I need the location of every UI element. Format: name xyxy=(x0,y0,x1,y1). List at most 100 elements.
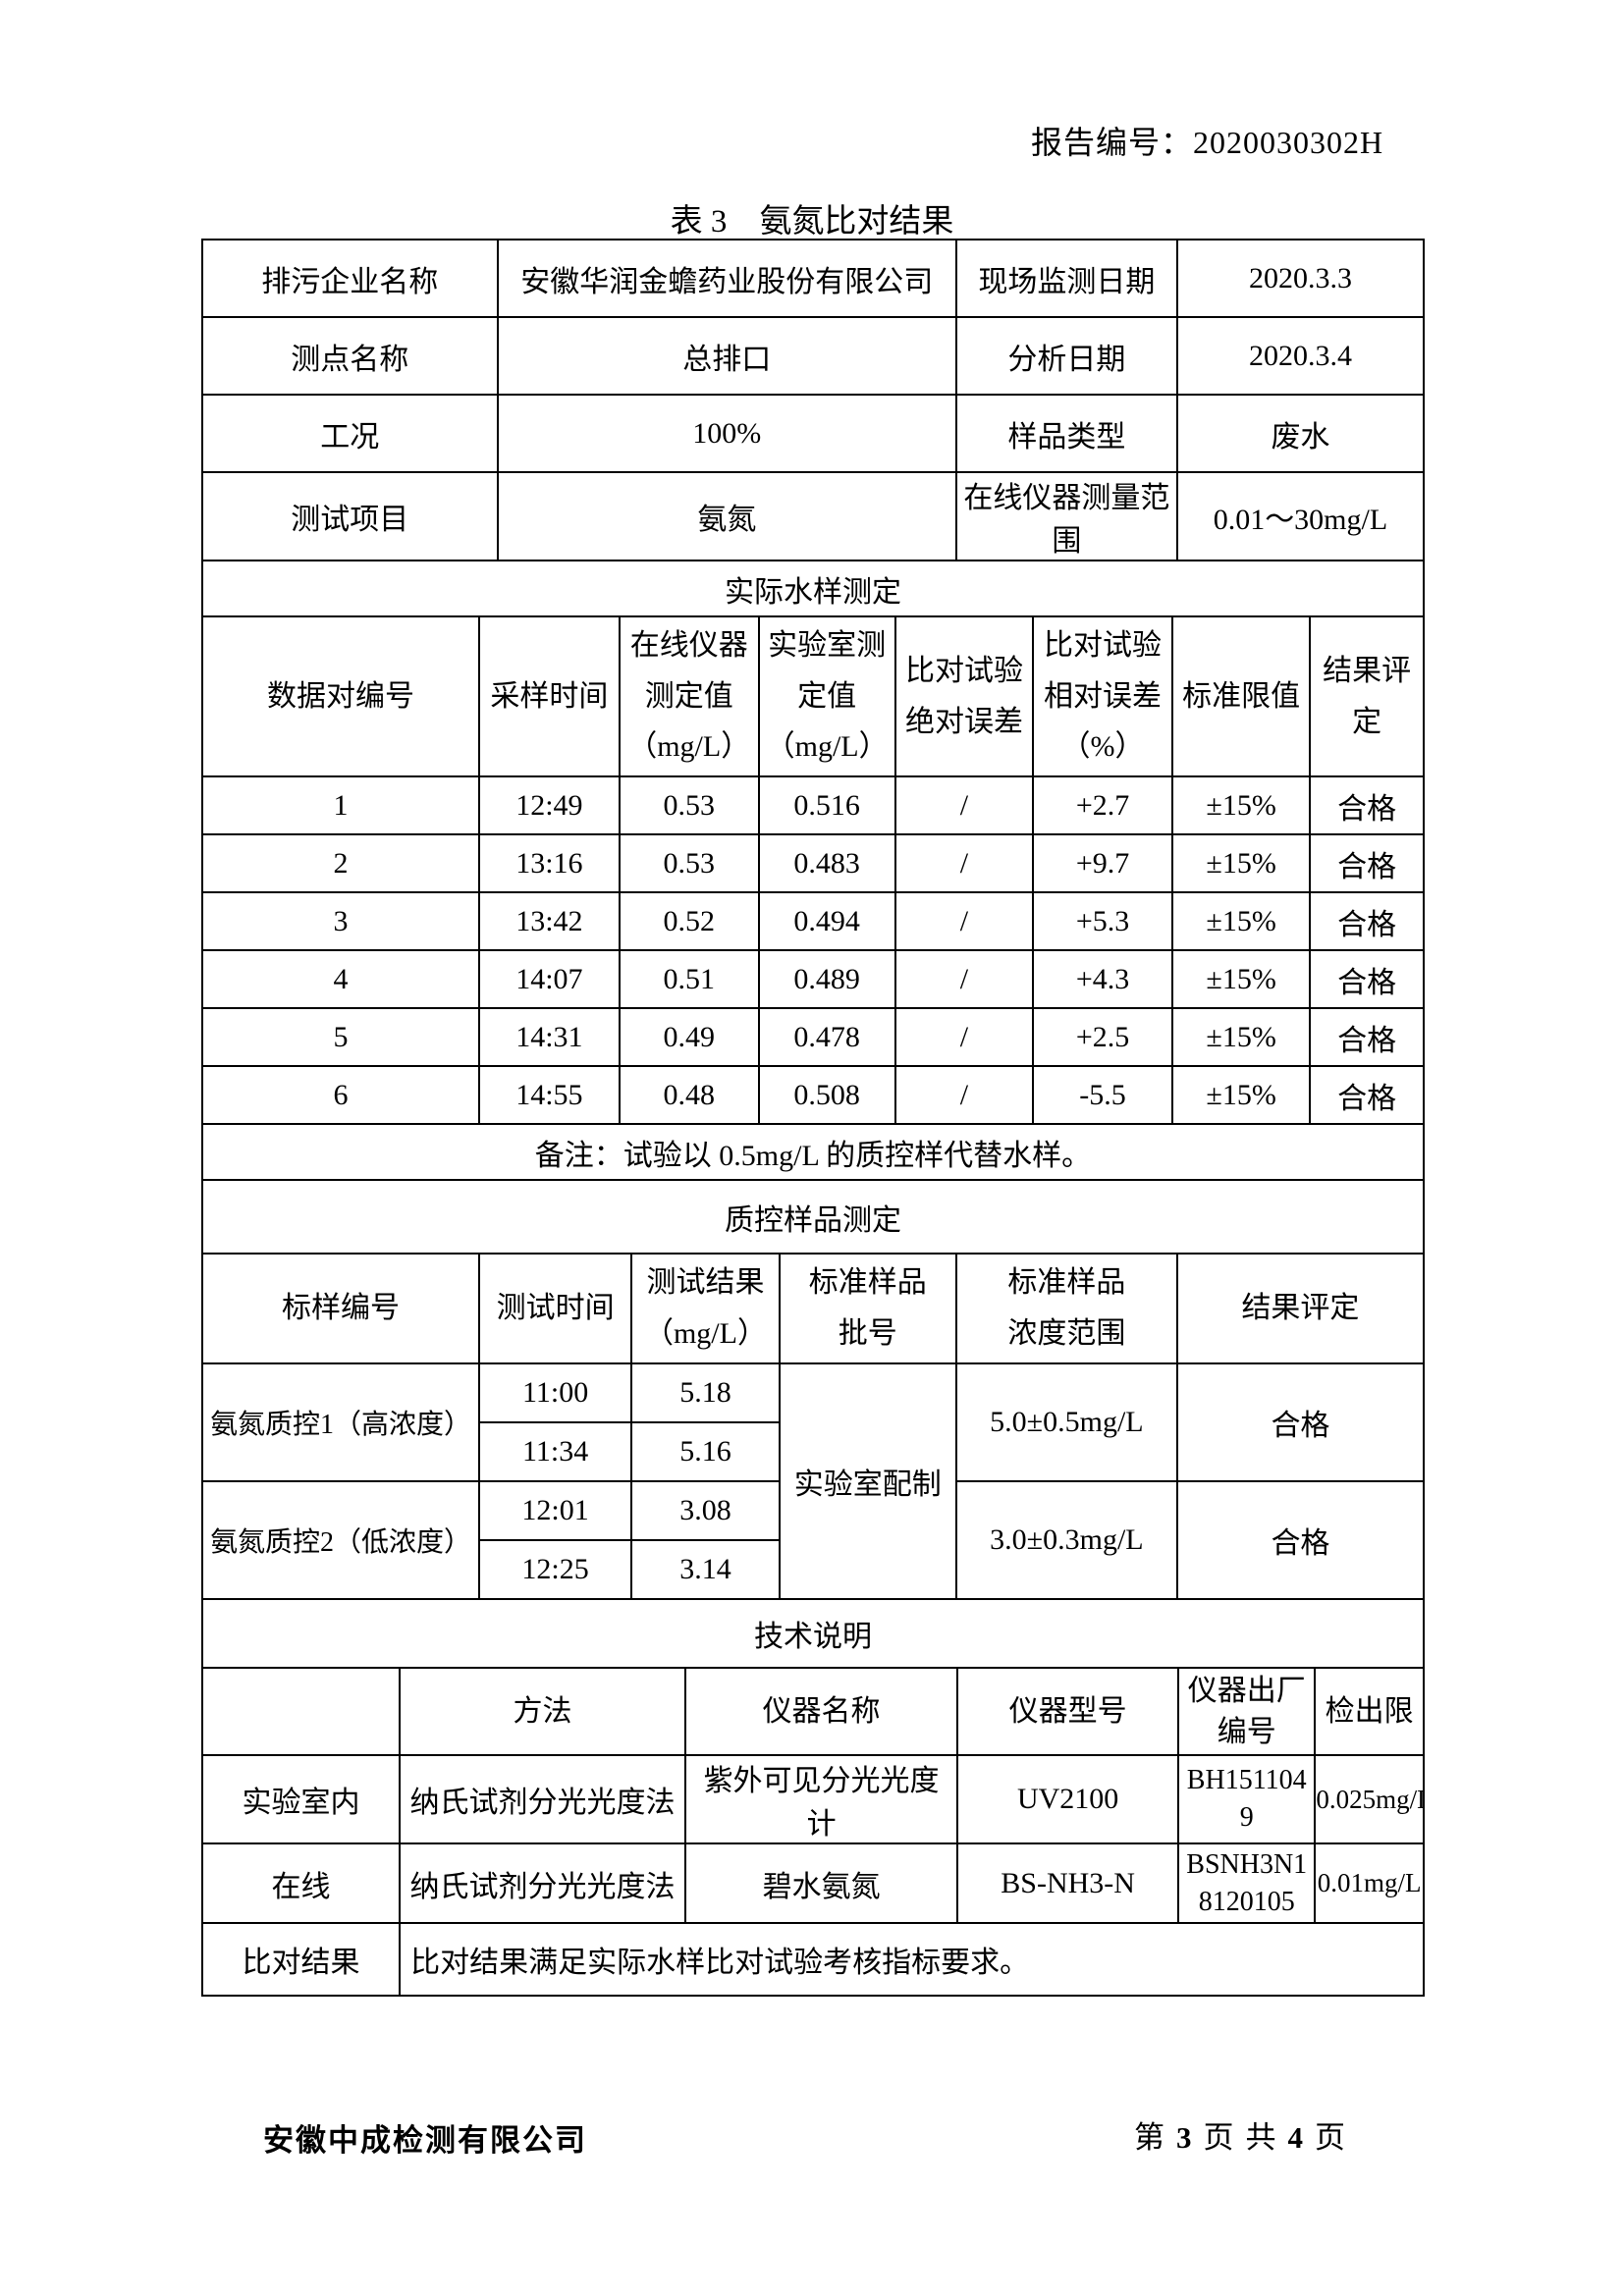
column-header: 方法 xyxy=(400,1669,686,1756)
lab-value: 0.489 xyxy=(758,950,896,1009)
table-row: 1 12:49 0.53 0.516 / +2.7 ±15% 合格 xyxy=(203,776,1425,835)
analysis-date: 2020.3.4 xyxy=(1176,317,1426,396)
std-limit: ±15% xyxy=(1171,950,1312,1009)
online-value: 0.51 xyxy=(619,950,760,1009)
column-header: 采样时间 xyxy=(478,617,621,777)
column-header: 仪器出厂 编号 xyxy=(1178,1669,1317,1756)
instrument-serial: BH1511049 xyxy=(1178,1755,1317,1844)
instrument-serial: BSNH3N18120105 xyxy=(1178,1843,1317,1924)
table-row: 2 13:16 0.53 0.483 / +9.7 ±15% 合格 xyxy=(203,834,1425,893)
header-row: 标样编号 测试时间 测试结果 （mg/L） 标准样品 批号 标准样品 浓度范围 … xyxy=(203,1255,1426,1364)
actual-table: 数据对编号 采样时间 在线仪器 测定值 （mg/L） 实验室测 定值 （mg/L… xyxy=(203,617,1425,1181)
detection-limit: 0.01mg/L xyxy=(1315,1843,1425,1924)
header-row: 方法 仪器名称 仪器型号 仪器出厂 编号 检出限 xyxy=(203,1669,1425,1756)
test-item: 氨氮 xyxy=(497,472,957,561)
page-title: 表 3 氨氮比对结果 xyxy=(670,204,954,240)
remark-text: 备注：试验以 0.5mg/L 的质控样代替水样。 xyxy=(203,1124,1425,1181)
sample-time: 14:55 xyxy=(478,1066,621,1125)
section-title: 实际水样测定 xyxy=(203,561,1425,617)
pair-no: 1 xyxy=(203,776,480,835)
column-header: 在线仪器 测定值 （mg/L） xyxy=(619,617,760,777)
lab-value: 0.483 xyxy=(758,834,896,893)
column-header: 标准样品 浓度范围 xyxy=(955,1255,1178,1364)
actual-section-banner: 实际水样测定 xyxy=(203,561,1425,617)
instrument-model: BS-NH3-N xyxy=(957,1843,1180,1924)
lab-value: 0.516 xyxy=(758,776,896,835)
test-result: 3.14 xyxy=(631,1540,781,1600)
table-row: 测试项目 氨氮 在线仪器测量范围 0.01～30mg/L xyxy=(203,472,1426,561)
report-number: 报告编号：2020030302H xyxy=(1031,125,1384,160)
table-row: 6 14:55 0.48 0.508 / -5.5 ±15% 合格 xyxy=(203,1066,1425,1125)
point-name: 总排口 xyxy=(497,317,957,396)
company-name: 安徽华润金蟾药业股份有限公司 xyxy=(497,240,957,318)
test-result: 5.18 xyxy=(631,1363,781,1423)
current-page-number: 3 xyxy=(1176,2120,1192,2155)
table-row: 测点名称 总排口 分析日期 2020.3.4 xyxy=(203,317,1426,396)
qc-result: 合格 xyxy=(1176,1363,1426,1482)
abs-error: / xyxy=(894,950,1035,1009)
lab-value: 0.478 xyxy=(758,1008,896,1067)
info-label: 分析日期 xyxy=(955,317,1178,396)
pair-no: 5 xyxy=(203,1008,480,1067)
measure-range: 0.01～30mg/L xyxy=(1176,472,1426,561)
conclusion-row: 比对结果 比对结果满足实际水样比对试验考核指标要求。 xyxy=(203,1923,1425,1997)
pair-no: 3 xyxy=(203,892,480,951)
column-header: 数据对编号 xyxy=(203,617,480,777)
header-row: 数据对编号 采样时间 在线仪器 测定值 （mg/L） 实验室测 定值 （mg/L… xyxy=(203,617,1425,777)
rel-error: -5.5 xyxy=(1033,1066,1173,1125)
column-header: 标准限值 xyxy=(1171,617,1312,777)
column-header: 测试时间 xyxy=(478,1255,633,1364)
tech-table: 方法 仪器名称 仪器型号 仪器出厂 编号 检出限 实验室内 纳氏试剂分光光度法 … xyxy=(203,1669,1425,1997)
column-header: 仪器型号 xyxy=(957,1669,1180,1756)
info-label: 测试项目 xyxy=(203,472,499,561)
column-header: 仪器名称 xyxy=(684,1669,959,1756)
instrument-model: UV2100 xyxy=(957,1755,1180,1844)
abs-error: / xyxy=(894,1066,1035,1125)
table-row: 氨氮质控2（低浓度） 12:01 3.08 3.0±0.3mg/L 合格 xyxy=(203,1481,1426,1600)
result: 合格 xyxy=(1310,950,1425,1009)
conclusion-label: 比对结果 xyxy=(203,1923,402,1997)
column-header: 测试结果 （mg/L） xyxy=(631,1255,781,1364)
row-label: 实验室内 xyxy=(203,1755,402,1844)
table-row: 技术说明 xyxy=(203,1600,1425,1669)
abs-error: / xyxy=(894,776,1035,835)
column-header: 标样编号 xyxy=(203,1255,480,1364)
method: 纳氏试剂分光光度法 xyxy=(400,1755,686,1844)
conclusion-text: 比对结果满足实际水样比对试验考核指标要求。 xyxy=(400,1923,1425,1997)
sample-time: 12:49 xyxy=(478,776,621,835)
table-row: 5 14:31 0.49 0.478 / +2.5 ±15% 合格 xyxy=(203,1008,1425,1067)
column-header: 比对试验 绝对误差 xyxy=(894,617,1035,777)
test-result: 5.16 xyxy=(631,1422,781,1482)
online-value: 0.49 xyxy=(619,1008,760,1067)
qc-sample-name: 氨氮质控1（高浓度） xyxy=(203,1363,480,1482)
std-sample-batch: 实验室配制 xyxy=(779,1363,957,1600)
table-row: 4 14:07 0.51 0.489 / +4.3 ±15% 合格 xyxy=(203,950,1425,1009)
column-header: 实验室测 定值 （mg/L） xyxy=(758,617,896,777)
std-limit: ±15% xyxy=(1171,892,1312,951)
online-value: 0.53 xyxy=(619,834,760,893)
column-header: 结果评定 xyxy=(1176,1255,1426,1364)
std-limit: ±15% xyxy=(1171,1008,1312,1067)
tech-section-banner: 技术说明 xyxy=(203,1600,1425,1669)
test-time: 12:01 xyxy=(478,1481,633,1541)
pair-no: 2 xyxy=(203,834,480,893)
table-row: 12:25 3.14 xyxy=(203,1540,1424,1600)
table-row: 实际水样测定 xyxy=(203,561,1425,617)
std-limit: ±15% xyxy=(1171,776,1312,835)
test-time: 11:34 xyxy=(478,1422,633,1482)
info-table: 排污企业名称 安徽华润金蟾药业股份有限公司 现场监测日期 2020.3.3 测点… xyxy=(203,240,1426,561)
column-header: 标准样品 批号 xyxy=(779,1255,957,1364)
column-header: 检出限 xyxy=(1315,1669,1425,1756)
table-row: 3 13:42 0.52 0.494 / +5.3 ±15% 合格 xyxy=(203,892,1425,951)
pair-no: 4 xyxy=(203,950,480,1009)
rel-error: +9.7 xyxy=(1033,834,1173,893)
footer-company-name: 安徽中成检测有限公司 xyxy=(263,2123,587,2158)
online-value: 0.52 xyxy=(619,892,760,951)
result: 合格 xyxy=(1310,776,1425,835)
rel-error: +2.5 xyxy=(1033,1008,1173,1067)
page-label: 页 xyxy=(1203,2120,1234,2155)
result: 合格 xyxy=(1310,1066,1425,1125)
total-label: 页 xyxy=(1315,2120,1345,2155)
monitor-date: 2020.3.3 xyxy=(1176,240,1426,318)
remark-row: 备注：试验以 0.5mg/L 的质控样代替水样。 xyxy=(203,1124,1425,1181)
